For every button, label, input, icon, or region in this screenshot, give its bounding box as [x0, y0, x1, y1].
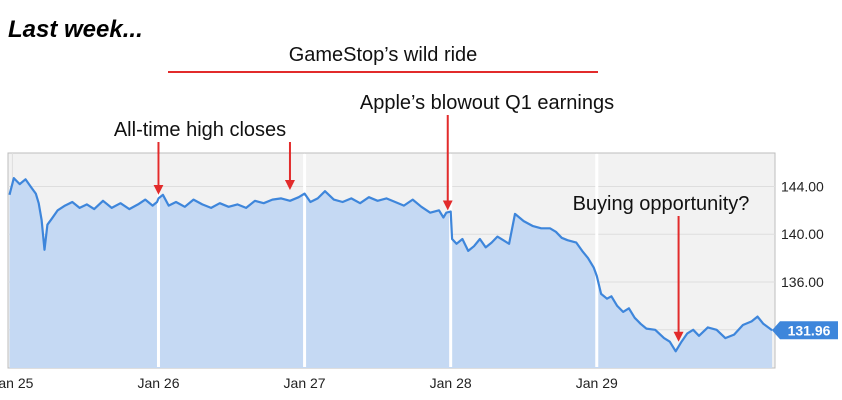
y-tick-label-0: 144.00: [781, 178, 824, 194]
y-tick-label-1: 140.00: [781, 226, 824, 242]
series-area: [9, 178, 773, 368]
session-break-0: [156, 154, 160, 367]
session-break-2: [449, 154, 453, 367]
last-value-label: 131.96: [788, 322, 831, 338]
session-break-3: [595, 154, 599, 367]
annotation-label-1: Apple’s blowout Q1 earnings: [360, 92, 614, 114]
subtitle-underline: [168, 71, 598, 73]
session-break-1: [303, 154, 307, 367]
x-tick-label-2: Jan 27: [284, 375, 326, 391]
x-tick-label-0: Jan 25: [0, 375, 34, 391]
slide-title: Last week...: [8, 16, 143, 43]
annotation-label-0: All-time high closes: [114, 119, 286, 141]
last-value-badge: [772, 321, 838, 340]
x-tick-label-4: Jan 29: [576, 375, 618, 391]
series-line: [8, 177, 773, 353]
annotation-label-2: Buying opportunity?: [573, 193, 750, 215]
x-tick-label-1: Jan 26: [137, 375, 179, 391]
x-tick-label-3: Jan 28: [430, 375, 472, 391]
y-tick-label-2: 136.00: [781, 274, 824, 290]
slide-subtitle: GameStop’s wild ride: [288, 44, 478, 66]
